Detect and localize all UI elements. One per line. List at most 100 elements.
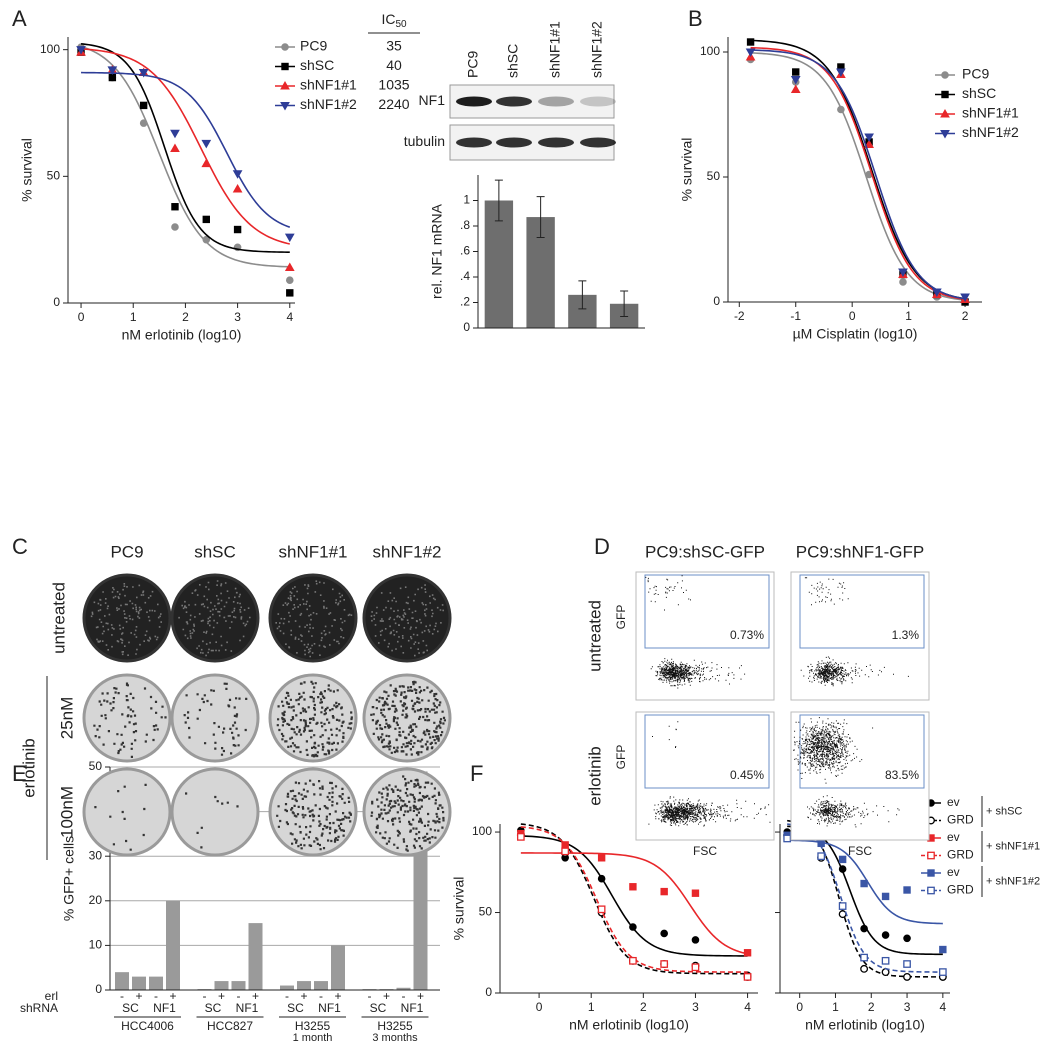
marker xyxy=(201,139,212,149)
legend-marker xyxy=(927,851,935,860)
column-header: PC9 xyxy=(110,542,143,561)
colony-well xyxy=(362,573,452,663)
marker xyxy=(170,143,180,152)
marker xyxy=(903,972,912,981)
marker xyxy=(516,833,525,841)
legend-group: + shSC xyxy=(986,805,1022,817)
x-tick-label: - xyxy=(285,989,289,1003)
marker xyxy=(76,46,86,55)
marker xyxy=(860,953,868,962)
lane-label: shNF1#2 xyxy=(589,21,605,78)
marker xyxy=(898,268,908,278)
x-tick-label: + xyxy=(135,989,142,1003)
column-header: shNF1#2 xyxy=(373,542,442,561)
bar xyxy=(214,981,229,990)
x-tick-label: 4 xyxy=(744,1000,751,1014)
fit-curve xyxy=(750,39,966,300)
flow-frame xyxy=(635,571,775,701)
legend-marker xyxy=(940,108,950,118)
marker xyxy=(284,233,295,243)
marker xyxy=(660,960,669,968)
shrna-label: NF1 xyxy=(236,1001,259,1015)
x-tick-label: - xyxy=(368,989,372,1003)
blot-row-label: tubulin xyxy=(404,133,445,149)
y-tick-label: .8 xyxy=(460,218,470,232)
y-tick-label: .6 xyxy=(460,244,470,258)
group-label: HCC4006 xyxy=(121,1019,174,1033)
error-bar xyxy=(536,196,545,238)
flow-gate xyxy=(799,714,925,789)
marker xyxy=(691,936,700,944)
row-label: shRNA xyxy=(20,1001,58,1015)
shrna-label: SC xyxy=(287,1001,304,1015)
marker xyxy=(108,73,117,82)
legend-marker xyxy=(941,90,949,99)
marker xyxy=(201,158,212,168)
marker xyxy=(561,847,570,856)
gate-percent: 1.3% xyxy=(892,628,920,642)
x-tick-label: + xyxy=(218,989,225,1003)
legend-label: ev xyxy=(947,795,960,809)
blot-band xyxy=(580,96,616,107)
x-tick-label: 1 xyxy=(905,309,912,323)
marker xyxy=(286,289,294,297)
x-tick-label: -1 xyxy=(790,309,801,323)
colony-specks xyxy=(276,680,353,758)
x-axis-label: FSC xyxy=(848,844,872,858)
x-tick-label: + xyxy=(252,989,259,1003)
error-bar xyxy=(494,179,503,222)
ic50-value: 35 xyxy=(386,38,402,54)
flow-gate xyxy=(799,574,925,649)
x-tick-label: + xyxy=(417,989,424,1003)
x-tick-label: -2 xyxy=(734,309,745,323)
legend-label: shNF1#2 xyxy=(962,124,1019,140)
bar xyxy=(314,981,328,990)
shrna-label: NF1 xyxy=(401,1001,424,1015)
x-tick-label: - xyxy=(203,989,207,1003)
legend-label: shSC xyxy=(300,57,334,73)
group-note: 3 months xyxy=(372,1032,418,1043)
marker xyxy=(903,934,911,943)
shrna-label: NF1 xyxy=(318,1001,341,1015)
y-tick-label: 30 xyxy=(89,848,103,862)
marker xyxy=(881,956,890,965)
y-tick-label: 50 xyxy=(707,169,721,183)
shrna-label: SC xyxy=(205,1001,222,1015)
y-tick-label: 100 xyxy=(40,42,60,56)
x-tick-label: 2 xyxy=(182,310,189,324)
marker xyxy=(629,956,637,965)
y-axis-label: GFP xyxy=(614,605,628,630)
colony-specks xyxy=(370,680,446,756)
fit-curve xyxy=(80,48,290,245)
colony-well xyxy=(170,767,260,857)
bar xyxy=(280,985,294,990)
x-tick-label: 1 xyxy=(588,1000,595,1014)
x-tick-label: - xyxy=(237,989,241,1003)
colony-well xyxy=(82,767,172,857)
legend-label: GRD xyxy=(947,813,974,827)
x-tick-label: - xyxy=(154,989,158,1003)
blot-band xyxy=(538,96,574,107)
x-tick-label: 0 xyxy=(796,1000,803,1014)
y-tick-label: 100 xyxy=(700,44,720,58)
marker xyxy=(836,68,846,78)
ic50-header-main: IC xyxy=(381,11,395,27)
colony-well xyxy=(268,573,358,663)
group-label: H3255 xyxy=(295,1019,331,1033)
flow-gate xyxy=(644,574,770,649)
group-label: erlotinib xyxy=(19,738,38,798)
legend-marker xyxy=(281,62,289,71)
blot-band xyxy=(580,137,616,148)
shrna-label: SC xyxy=(370,1001,387,1015)
marker xyxy=(881,892,890,901)
marker xyxy=(864,133,874,143)
y-tick-label: 0 xyxy=(485,985,492,999)
marker xyxy=(170,129,180,139)
bar xyxy=(297,981,311,990)
fit-curve xyxy=(81,71,291,228)
x-tick-label: 3 xyxy=(234,310,241,324)
legend-label: GRD xyxy=(947,883,974,897)
bar xyxy=(396,987,411,990)
marker xyxy=(233,225,242,234)
